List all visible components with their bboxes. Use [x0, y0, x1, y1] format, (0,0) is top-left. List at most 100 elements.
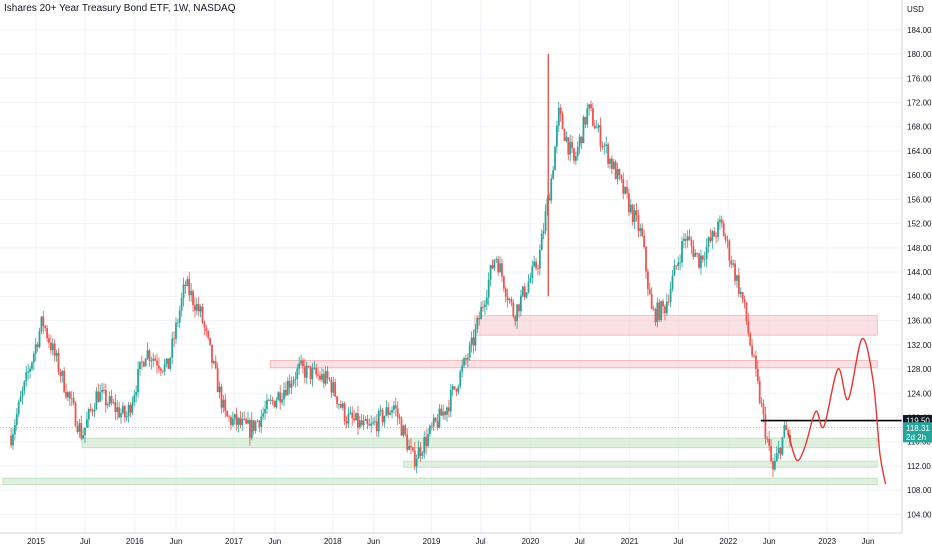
- price-tick-label: 140.00: [907, 292, 932, 301]
- candle: [252, 419, 255, 435]
- candle: [432, 414, 435, 432]
- candle: [772, 457, 774, 478]
- candle: [230, 415, 232, 431]
- time-tick-label: 2015: [27, 537, 45, 546]
- candle: [722, 220, 725, 237]
- candle: [108, 391, 111, 407]
- candle: [520, 289, 522, 317]
- candle: [67, 390, 69, 402]
- candle: [269, 394, 272, 405]
- candle: [173, 331, 175, 348]
- candle: [296, 364, 299, 387]
- candle: [309, 366, 312, 385]
- candle: [762, 399, 765, 423]
- price-tick-label: 124.00: [907, 389, 932, 398]
- candle: [664, 304, 666, 321]
- candle: [353, 410, 356, 423]
- candle: [468, 341, 471, 361]
- candle: [516, 304, 519, 330]
- candle: [588, 103, 591, 116]
- candle: [114, 394, 117, 421]
- candle: [118, 401, 121, 419]
- candle: [42, 310, 45, 334]
- candle: [645, 245, 647, 279]
- candle: [334, 378, 337, 398]
- candle: [419, 442, 422, 463]
- candle: [554, 145, 556, 171]
- candle: [504, 286, 507, 303]
- candle: [372, 417, 374, 426]
- candle: [400, 416, 403, 436]
- candle: [717, 218, 719, 242]
- support-zone: [2, 477, 878, 486]
- candle: [176, 318, 179, 327]
- candle: [480, 301, 483, 320]
- candle: [571, 135, 573, 154]
- candle: [499, 256, 501, 273]
- candle: [705, 238, 708, 268]
- candle: [36, 341, 39, 352]
- price-axis-ticks[interactable]: 104.00108.00112.00116.00120.00124.00128.…: [907, 26, 932, 520]
- candle: [159, 366, 162, 376]
- candle: [447, 399, 450, 418]
- candle: [491, 259, 494, 270]
- candle: [364, 416, 367, 421]
- candle: [127, 401, 130, 423]
- candle: [487, 272, 490, 306]
- candle: [743, 295, 746, 309]
- candle: [116, 399, 119, 420]
- candle: [654, 307, 657, 327]
- candle: [271, 396, 274, 406]
- candle: [527, 274, 530, 294]
- candle: [360, 413, 363, 427]
- candle: [19, 391, 22, 403]
- candle: [720, 215, 723, 228]
- candle: [366, 414, 369, 430]
- candle: [209, 337, 211, 346]
- price-tick-label: 160.00: [907, 171, 932, 180]
- support-resistance-zones: [2, 315, 878, 486]
- candle: [785, 419, 788, 431]
- svg-text:119.50: 119.50: [906, 417, 930, 426]
- candle: [411, 446, 414, 452]
- candle: [607, 142, 609, 169]
- candle: [199, 304, 202, 318]
- candle: [292, 376, 295, 387]
- candle: [23, 380, 26, 395]
- time-tick-label: 2023: [818, 537, 836, 546]
- candle: [781, 436, 784, 456]
- candle: [669, 281, 672, 308]
- candle: [556, 120, 558, 154]
- candle: [696, 252, 699, 258]
- candle: [222, 394, 225, 413]
- price-tick-label: 164.00: [907, 147, 932, 156]
- candle: [629, 199, 632, 215]
- candle: [313, 361, 316, 370]
- candle: [402, 424, 405, 438]
- time-axis-ticks[interactable]: 2015 Jul 2016 Jun 2017 Jun 2018 Jun 2019 Jul 2020 J…: [27, 537, 874, 546]
- candle: [502, 275, 505, 293]
- candle: [565, 131, 568, 143]
- candle: [247, 411, 249, 424]
- candle: [120, 408, 122, 424]
- time-tick-label: 2021: [621, 537, 639, 546]
- candle: [391, 406, 393, 419]
- candle: [290, 376, 293, 395]
- time-tick-label: 2019: [423, 537, 441, 546]
- candle: [182, 277, 185, 307]
- price-tick-label: 148.00: [907, 244, 932, 253]
- candle: [231, 411, 234, 428]
- candle: [317, 368, 320, 381]
- candles: [10, 54, 791, 478]
- candle: [180, 292, 183, 317]
- candle: [756, 361, 759, 385]
- candle: [201, 303, 204, 325]
- candle: [284, 381, 287, 398]
- candle: [239, 411, 242, 429]
- candle: [773, 453, 776, 472]
- candle: [339, 400, 342, 409]
- candle: [300, 354, 302, 366]
- candle: [250, 412, 253, 441]
